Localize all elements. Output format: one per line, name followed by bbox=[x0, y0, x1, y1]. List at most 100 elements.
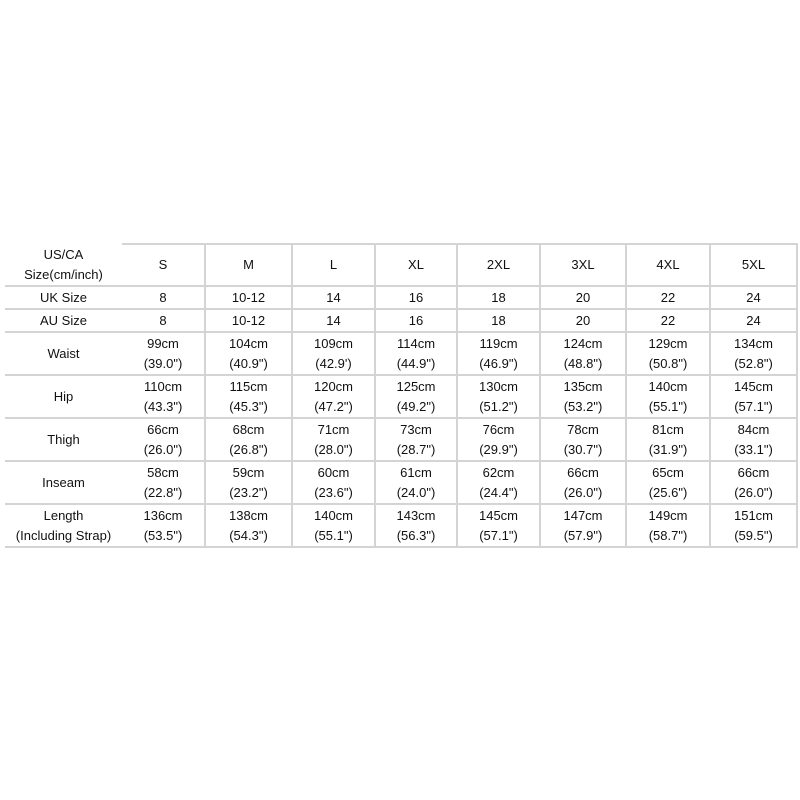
table-row: Waist 99cm (39.0") 104cm (40.9") 109cm (42.9')… bbox=[5, 332, 798, 376]
size-chart-table: US/CA Size(cm/inch) S M L XL 2XL 3XL 4XL 5XL UK Si… bbox=[5, 243, 798, 548]
table-cell: 115cm (45.3") bbox=[205, 375, 293, 419]
cell-text: 58cm bbox=[147, 464, 179, 480]
cell-text: 114cm bbox=[396, 335, 436, 351]
row-label: Hip bbox=[5, 375, 122, 419]
cell-text: Hip bbox=[53, 388, 74, 404]
cell-text: 18 bbox=[491, 289, 506, 305]
cell-text: 151cm bbox=[733, 507, 774, 523]
cell-text: 20 bbox=[575, 312, 591, 328]
cell-text: (49.2") bbox=[396, 398, 436, 414]
table-cell: 151cm (59.5") bbox=[710, 504, 798, 548]
cell-text: (42.9') bbox=[315, 355, 352, 371]
cell-text: 2XL bbox=[486, 257, 511, 272]
cell-text: (48.8") bbox=[563, 355, 603, 371]
cell-text: (24.4") bbox=[479, 484, 518, 500]
table-cell: 124cm (48.8") bbox=[540, 332, 627, 376]
table-cell: 18 bbox=[457, 286, 541, 310]
table-cell: 68cm (26.8") bbox=[205, 418, 293, 462]
cell-text: Length bbox=[43, 507, 84, 523]
cell-text: (23.6") bbox=[314, 484, 353, 500]
size-header-5xl: 5XL bbox=[710, 243, 798, 287]
cell-text: 62cm bbox=[482, 464, 515, 480]
cell-text: 130cm bbox=[478, 378, 519, 394]
cell-text: 59cm bbox=[232, 464, 265, 480]
cell-text: (57.9") bbox=[563, 527, 603, 543]
cell-text: 14 bbox=[326, 312, 341, 328]
cell-text: Waist bbox=[47, 345, 80, 361]
cell-text: L bbox=[329, 257, 338, 272]
cell-text: (28.0") bbox=[314, 441, 353, 457]
cell-text: 135cm bbox=[563, 378, 603, 394]
table-cell: 24 bbox=[710, 309, 798, 333]
cell-text: 149cm bbox=[648, 507, 688, 523]
table-cell: 14 bbox=[292, 309, 376, 333]
cell-text: (24.0") bbox=[396, 484, 436, 500]
cell-text: (50.8") bbox=[648, 355, 688, 371]
cell-text: 20 bbox=[575, 289, 591, 305]
cell-text: (44.9") bbox=[396, 355, 436, 371]
cell-text: Thigh bbox=[47, 431, 80, 447]
size-header-l: L bbox=[292, 243, 376, 287]
row-label: Inseam bbox=[5, 461, 122, 505]
cell-text: 136cm bbox=[143, 507, 183, 523]
table-cell: 10-12 bbox=[205, 309, 293, 333]
cell-text: 66cm bbox=[147, 421, 179, 437]
table-cell: 130cm (51.2") bbox=[457, 375, 541, 419]
table-cell: 129cm (50.8") bbox=[626, 332, 711, 376]
cell-text: 14 bbox=[326, 289, 341, 305]
cell-text: 81cm bbox=[652, 421, 684, 437]
table-row: Inseam 58cm (22.8") 59cm (23.2") 60cm (23.6") 6… bbox=[5, 461, 798, 505]
table-cell: 114cm (44.9") bbox=[375, 332, 458, 376]
cell-text: 73cm bbox=[400, 421, 432, 437]
cell-text: (55.1") bbox=[648, 398, 688, 414]
table-cell: 138cm (54.3") bbox=[205, 504, 293, 548]
table-cell: 136cm (53.5") bbox=[122, 504, 206, 548]
cell-text: (53.2") bbox=[563, 398, 603, 414]
table-cell: 14 bbox=[292, 286, 376, 310]
table-cell: 66cm (26.0") bbox=[710, 461, 798, 505]
cell-text: M bbox=[243, 257, 254, 272]
table-cell: 143cm (56.3") bbox=[375, 504, 458, 548]
cell-text: (28.7") bbox=[396, 441, 436, 457]
cell-text: (40.9") bbox=[229, 355, 268, 371]
cell-text: (46.9") bbox=[479, 355, 518, 371]
table-cell: 20 bbox=[540, 286, 627, 310]
table-cell: 109cm (42.9') bbox=[292, 332, 376, 376]
cell-text: 140cm bbox=[648, 378, 688, 394]
cell-text: 24 bbox=[746, 289, 761, 305]
cell-text: 134cm bbox=[733, 335, 774, 351]
table-cell: 24 bbox=[710, 286, 798, 310]
cell-text: (26.8") bbox=[229, 441, 268, 457]
cell-text: 145cm bbox=[478, 507, 519, 523]
cell-text: 60cm bbox=[317, 464, 350, 480]
cell-text: (23.2") bbox=[229, 484, 268, 500]
cell-text: 61cm bbox=[400, 464, 432, 480]
table-cell: 65cm (25.6") bbox=[626, 461, 711, 505]
cell-text: 4XL bbox=[656, 257, 680, 272]
cell-text: 16 bbox=[408, 312, 424, 328]
cell-text: 18 bbox=[491, 312, 506, 328]
cell-text: 5XL bbox=[741, 257, 766, 272]
cell-text: (59.5") bbox=[734, 527, 773, 543]
cell-text: S bbox=[158, 257, 168, 272]
table-row: Hip 110cm (43.3") 115cm (45.3") 120cm (47.2") 1… bbox=[5, 375, 798, 419]
cell-text: 76cm bbox=[482, 421, 515, 437]
cell-text: (58.7") bbox=[648, 527, 688, 543]
table-cell: 110cm (43.3") bbox=[122, 375, 206, 419]
cell-text: 104cm bbox=[228, 335, 269, 351]
table-cell: 22 bbox=[626, 286, 711, 310]
row-label: AU Size bbox=[5, 309, 122, 333]
cell-text: (Including Strap) bbox=[15, 527, 112, 543]
cell-text: (43.3") bbox=[143, 398, 183, 414]
table-cell: 145cm (57.1") bbox=[457, 504, 541, 548]
cell-text: 124cm bbox=[563, 335, 603, 351]
cell-text: (57.1") bbox=[734, 398, 773, 414]
cell-text: (22.8") bbox=[143, 484, 183, 500]
cell-text: (33.1") bbox=[734, 441, 773, 457]
table-cell: 140cm (55.1") bbox=[292, 504, 376, 548]
row-label: Thigh bbox=[5, 418, 122, 462]
table-cell: 59cm (23.2") bbox=[205, 461, 293, 505]
table-cell: 66cm (26.0") bbox=[540, 461, 627, 505]
cell-text: 147cm bbox=[563, 507, 603, 523]
table-cell: 81cm (31.9") bbox=[626, 418, 711, 462]
